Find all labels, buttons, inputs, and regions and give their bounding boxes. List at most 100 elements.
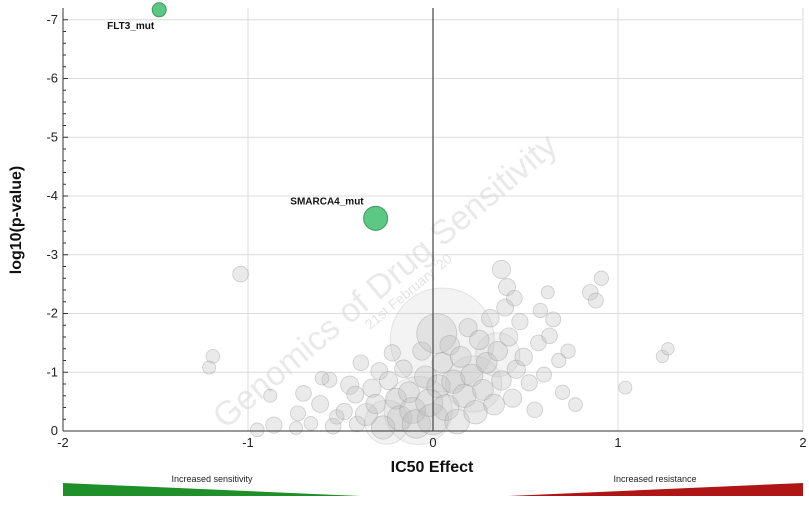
background-point bbox=[399, 397, 427, 424]
background-point bbox=[655, 349, 670, 364]
background-point bbox=[449, 346, 472, 368]
background-point bbox=[295, 385, 312, 402]
background-point bbox=[385, 387, 407, 410]
axes: -2 -1 0 1 2 0 -1 -2 -3 -4 -5 -6 -7 bbox=[46, 8, 807, 450]
resistance-wedge bbox=[508, 483, 803, 496]
background-point bbox=[362, 378, 382, 398]
background-point-large bbox=[475, 332, 521, 378]
background-point bbox=[568, 397, 583, 412]
background-point bbox=[394, 359, 413, 378]
background-point bbox=[491, 370, 512, 391]
background-point bbox=[530, 334, 547, 352]
significant-point[interactable] bbox=[151, 2, 167, 18]
x-axis-title: IC50 Effect bbox=[391, 459, 474, 476]
x-tick-label: 1 bbox=[614, 435, 621, 450]
background-point bbox=[554, 384, 571, 400]
background-point bbox=[249, 422, 265, 438]
background-point bbox=[593, 270, 609, 286]
background-point-large bbox=[364, 399, 410, 445]
background-point-large bbox=[389, 287, 495, 393]
x-tick-label: 0 bbox=[429, 435, 436, 450]
background-point bbox=[506, 359, 526, 379]
x-tick-label: 2 bbox=[799, 435, 806, 450]
background-point bbox=[444, 408, 470, 435]
background-point bbox=[506, 289, 523, 307]
background-point bbox=[481, 309, 500, 328]
background-point bbox=[582, 284, 599, 301]
y-tick-label: -3 bbox=[46, 247, 58, 262]
point-label: SMARCA4_mut bbox=[290, 196, 364, 207]
background-point bbox=[346, 385, 365, 404]
y-tick-label: -7 bbox=[46, 12, 58, 27]
background-point bbox=[540, 285, 555, 300]
background-point bbox=[469, 329, 490, 351]
background-point bbox=[289, 421, 304, 436]
background-point bbox=[321, 371, 338, 388]
background-point bbox=[526, 401, 543, 419]
background-point bbox=[472, 379, 494, 401]
background-point bbox=[370, 362, 389, 380]
y-tick-label: -5 bbox=[46, 129, 58, 144]
axis-labels: IC50 Effect log10(p-value) bbox=[8, 166, 474, 476]
background-point bbox=[618, 380, 633, 395]
background-point bbox=[290, 405, 306, 422]
background-point bbox=[532, 302, 548, 319]
background-point bbox=[354, 403, 378, 426]
background-point bbox=[202, 360, 217, 375]
background-point bbox=[491, 259, 511, 279]
background-point bbox=[452, 383, 477, 408]
background-point bbox=[431, 352, 454, 374]
background-point bbox=[265, 416, 283, 434]
background-point bbox=[499, 327, 519, 347]
background-point bbox=[545, 311, 562, 328]
x-tick-label: -1 bbox=[242, 435, 254, 450]
background-point bbox=[329, 409, 345, 425]
background-point-large bbox=[445, 355, 503, 413]
background-point bbox=[415, 388, 444, 417]
background-point bbox=[335, 403, 353, 421]
background-point bbox=[458, 318, 478, 338]
background-point bbox=[414, 365, 438, 389]
background-point bbox=[348, 415, 366, 433]
background-point bbox=[324, 418, 342, 435]
background-point bbox=[416, 313, 458, 354]
y-tick-label: -6 bbox=[46, 71, 58, 86]
sensitivity-label: Increased sensitivity bbox=[171, 474, 253, 484]
background-point bbox=[412, 341, 432, 361]
background-point bbox=[487, 340, 508, 362]
background-point bbox=[514, 347, 533, 367]
background-point bbox=[398, 381, 420, 404]
effect-legend: Increased sensitivity Increased resistan… bbox=[63, 474, 803, 496]
background-point bbox=[560, 343, 576, 359]
significant-point[interactable] bbox=[363, 205, 389, 231]
background-point bbox=[314, 370, 330, 386]
background-point bbox=[386, 405, 413, 431]
background-point bbox=[340, 375, 360, 395]
y-axis-title: log10(p-value) bbox=[8, 166, 25, 274]
y-tick-label: -2 bbox=[46, 306, 58, 321]
background-point bbox=[370, 415, 396, 440]
background-point bbox=[441, 369, 466, 394]
background-point bbox=[463, 400, 488, 425]
background-point bbox=[303, 416, 319, 431]
background-point bbox=[503, 388, 523, 408]
resistance-label: Increased resistance bbox=[613, 474, 696, 484]
background-point bbox=[311, 395, 330, 413]
background-point-large bbox=[383, 375, 453, 445]
background-point bbox=[439, 335, 460, 356]
background-point bbox=[232, 265, 249, 283]
background-point bbox=[541, 327, 558, 345]
sensitivity-wedge bbox=[63, 483, 360, 496]
background-point bbox=[263, 388, 278, 403]
background-point bbox=[536, 366, 552, 383]
point-label: FLT3_mut bbox=[107, 21, 155, 32]
y-tick-label: -4 bbox=[46, 188, 58, 203]
background-point bbox=[520, 374, 538, 392]
background-point bbox=[383, 344, 401, 362]
background-point bbox=[352, 354, 370, 372]
y-tick-label: 0 bbox=[51, 423, 58, 438]
background-point bbox=[661, 342, 675, 356]
background-point bbox=[205, 349, 221, 364]
background-points bbox=[202, 259, 675, 445]
